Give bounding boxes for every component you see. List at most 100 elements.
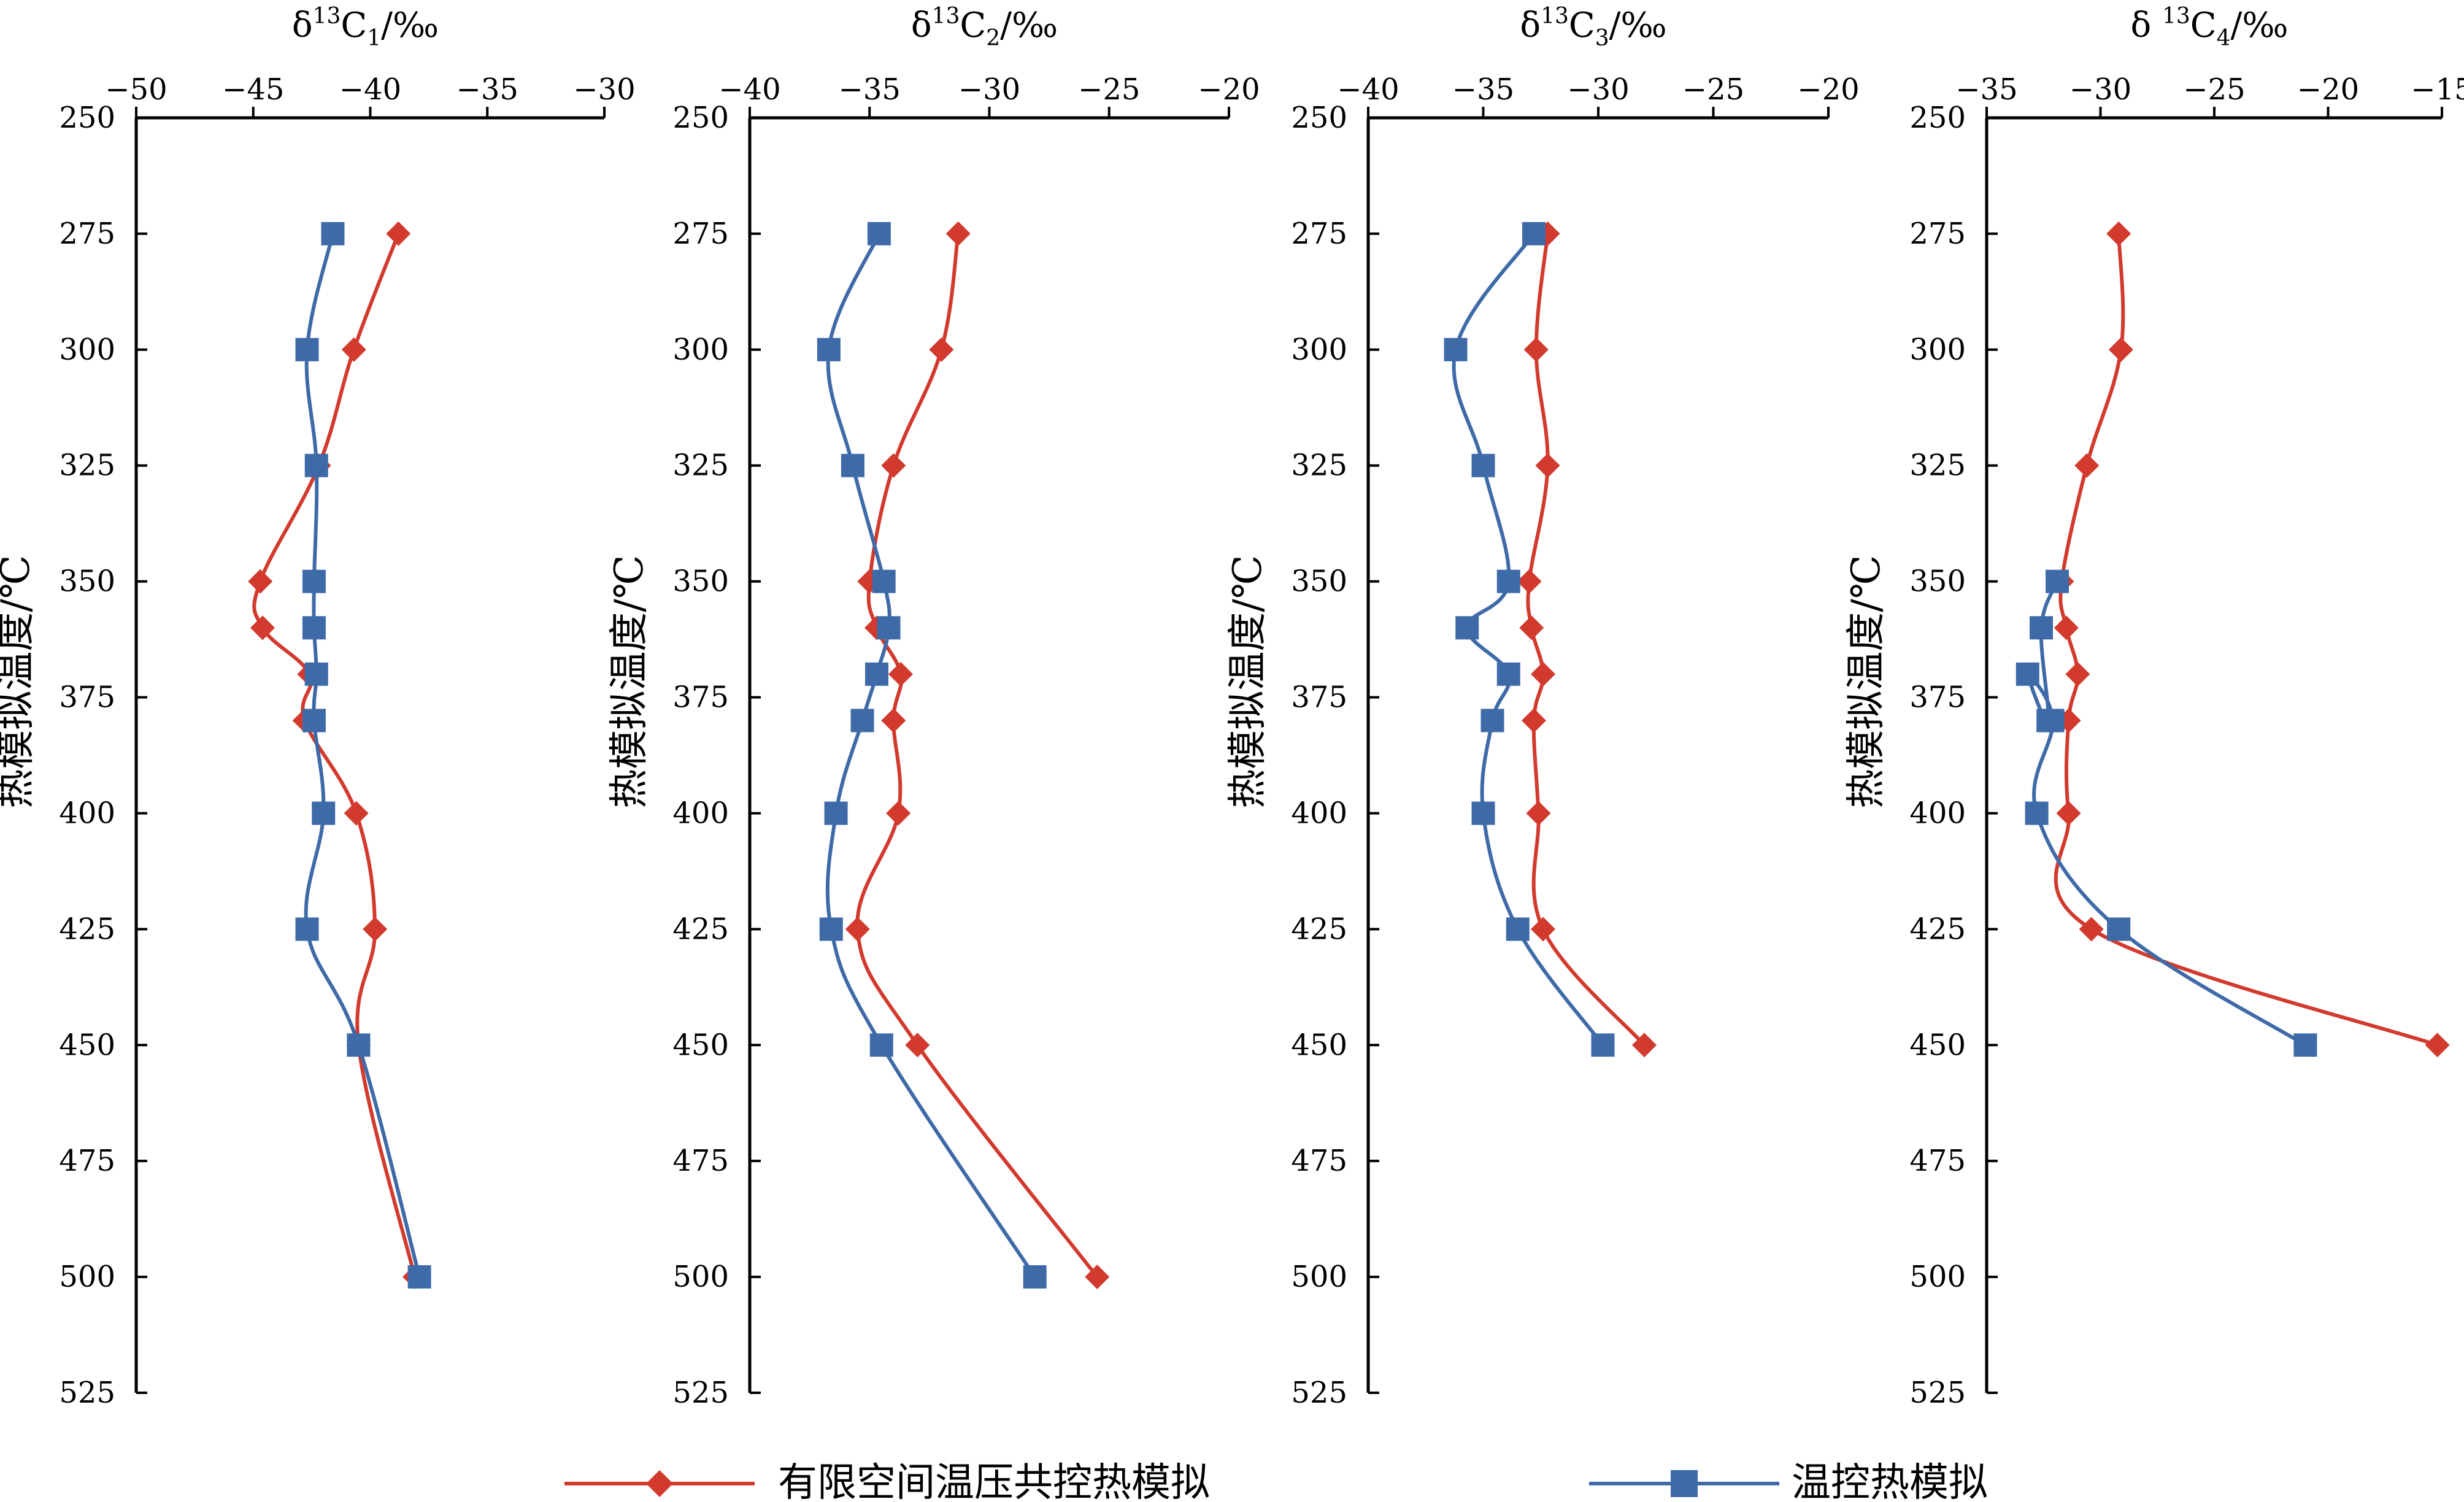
data-point-square [304,662,328,686]
y-tick-label: 500 [672,1260,729,1294]
y-axis-title: 热模拟温度/℃ [1844,555,1889,808]
y-tick-label: 400 [672,796,729,830]
y-axis-title: 热模拟温度/℃ [1225,555,1271,808]
data-point-diamond [2425,1033,2450,1058]
y-tick-label: 425 [59,912,115,946]
y-tick-label: 450 [1291,1028,1347,1062]
data-point-diamond [886,801,911,826]
y-tick-label: 325 [672,449,729,483]
data-point-square [2030,616,2054,640]
x-axis-title-part: δ [292,6,313,45]
x-tick-label: −20 [1797,72,1859,107]
y-tick-label: 400 [1909,796,1966,830]
x-tick-label: −30 [2069,72,2131,107]
data-point-square [321,221,345,245]
series-line-a [855,233,1099,1278]
legend-label-a: 有限空间温压共控热模拟 [778,1460,1210,1502]
x-axis-title-part: /‰ [381,6,439,45]
x-tick-label: −25 [1682,72,1744,107]
y-tick-label: 475 [672,1144,729,1178]
series-line-a [1526,233,1646,1047]
y-tick-label: 525 [672,1376,729,1410]
y-tick-label: 375 [1291,680,1347,715]
x-axis-title: δ13C2/‰ [911,4,1058,51]
x-tick-label: −15 [2411,72,2464,107]
x-axis-title: δ13C3/‰ [1520,4,1666,51]
legend-square-marker [1671,1470,1698,1497]
y-tick-label: 325 [1909,449,1966,483]
data-point-square [841,453,864,477]
data-point-diamond [344,801,369,826]
x-tick-label: −35 [1452,72,1514,107]
legend-diamond-marker [646,1470,673,1497]
x-axis-title-part: δ [911,6,932,45]
data-point-diamond [363,917,388,942]
data-point-diamond [1531,661,1555,687]
data-point-diamond [2065,661,2090,687]
data-point-diamond [2074,453,2100,478]
y-tick-label: 275 [672,217,729,251]
data-point-square [302,616,326,640]
y-tick-label: 475 [1909,1144,1966,1178]
data-point-square [1591,1033,1615,1057]
y-tick-label: 375 [1909,680,1966,715]
y-tick-label: 525 [59,1376,115,1410]
x-axis-title-part: /‰ [1609,6,1667,45]
data-point-diamond [1517,569,1542,594]
data-point-diamond [845,917,870,942]
y-tick-label: 300 [672,333,729,367]
data-point-square [1455,616,1479,640]
data-point-diamond [341,337,366,362]
y-tick-label: 325 [59,449,115,483]
y-axis-title: 热模拟温度/℃ [0,555,39,808]
y-tick-label: 475 [59,1144,115,1178]
data-point-square [850,709,874,733]
data-point-square [1506,917,1530,941]
x-axis-title-part: δ [2130,6,2162,45]
y-tick-label: 300 [59,333,115,367]
y-tick-label: 425 [1909,912,1966,946]
legend-label-b: 温控热模拟 [1792,1460,1988,1502]
x-axis-title: δ 13C4/‰ [2130,4,2288,51]
data-point-square [312,801,336,825]
x-tick-label: −20 [1198,72,1260,107]
y-tick-label: 475 [1291,1144,1347,1178]
data-point-diamond [1523,337,1549,362]
data-point-square [302,709,326,733]
chart-panel-4: −35 −30 −25 −20 −15 250 275 300 325 350 375 400 425 4… [1844,4,2464,1410]
x-tick-label: −40 [339,72,401,107]
data-point-square [867,221,891,245]
data-point-square [347,1033,371,1057]
x-axis-title-part: 3 [1595,26,1609,51]
x-tick-label: −30 [573,72,635,107]
y-tick-label: 525 [1291,1376,1347,1410]
y-tick-label: 300 [1291,333,1347,367]
data-point-diamond [2079,917,2104,942]
y-tick-label: 350 [59,564,115,599]
x-tick-label: −30 [1567,72,1629,107]
data-point-square [2041,709,2065,733]
x-tick-label: −35 [839,72,901,107]
x-axis-title-part: 2 [986,26,1000,51]
data-point-diamond [250,615,275,641]
data-point-square [1480,709,1504,733]
y-tick-label: 250 [59,101,115,135]
y-tick-label: 450 [59,1028,115,1062]
y-tick-label: 275 [59,217,115,251]
x-tick-label: −20 [2297,72,2359,107]
y-tick-label: 350 [1291,564,1347,599]
y-tick-label: 375 [672,680,729,715]
x-tick-label: −35 [456,72,518,107]
y-tick-label: 525 [1909,1376,1966,1410]
chart-panel-3: −40 −35 −30 −25 −20 250 275 300 325 350 375 400 425 4… [1225,4,1860,1410]
y-tick-label: 375 [59,680,115,715]
data-point-diamond [1535,453,1560,478]
x-axis-title-part: 13 [313,4,341,29]
x-tick-label: −45 [222,72,284,107]
x-axis-title-part: /‰ [1000,6,1058,45]
series-line-a [252,233,417,1277]
data-point-square [1496,569,1520,593]
data-point-square [302,569,326,593]
x-tick-label: −30 [958,72,1020,107]
y-tick-label: 450 [1909,1028,1966,1062]
